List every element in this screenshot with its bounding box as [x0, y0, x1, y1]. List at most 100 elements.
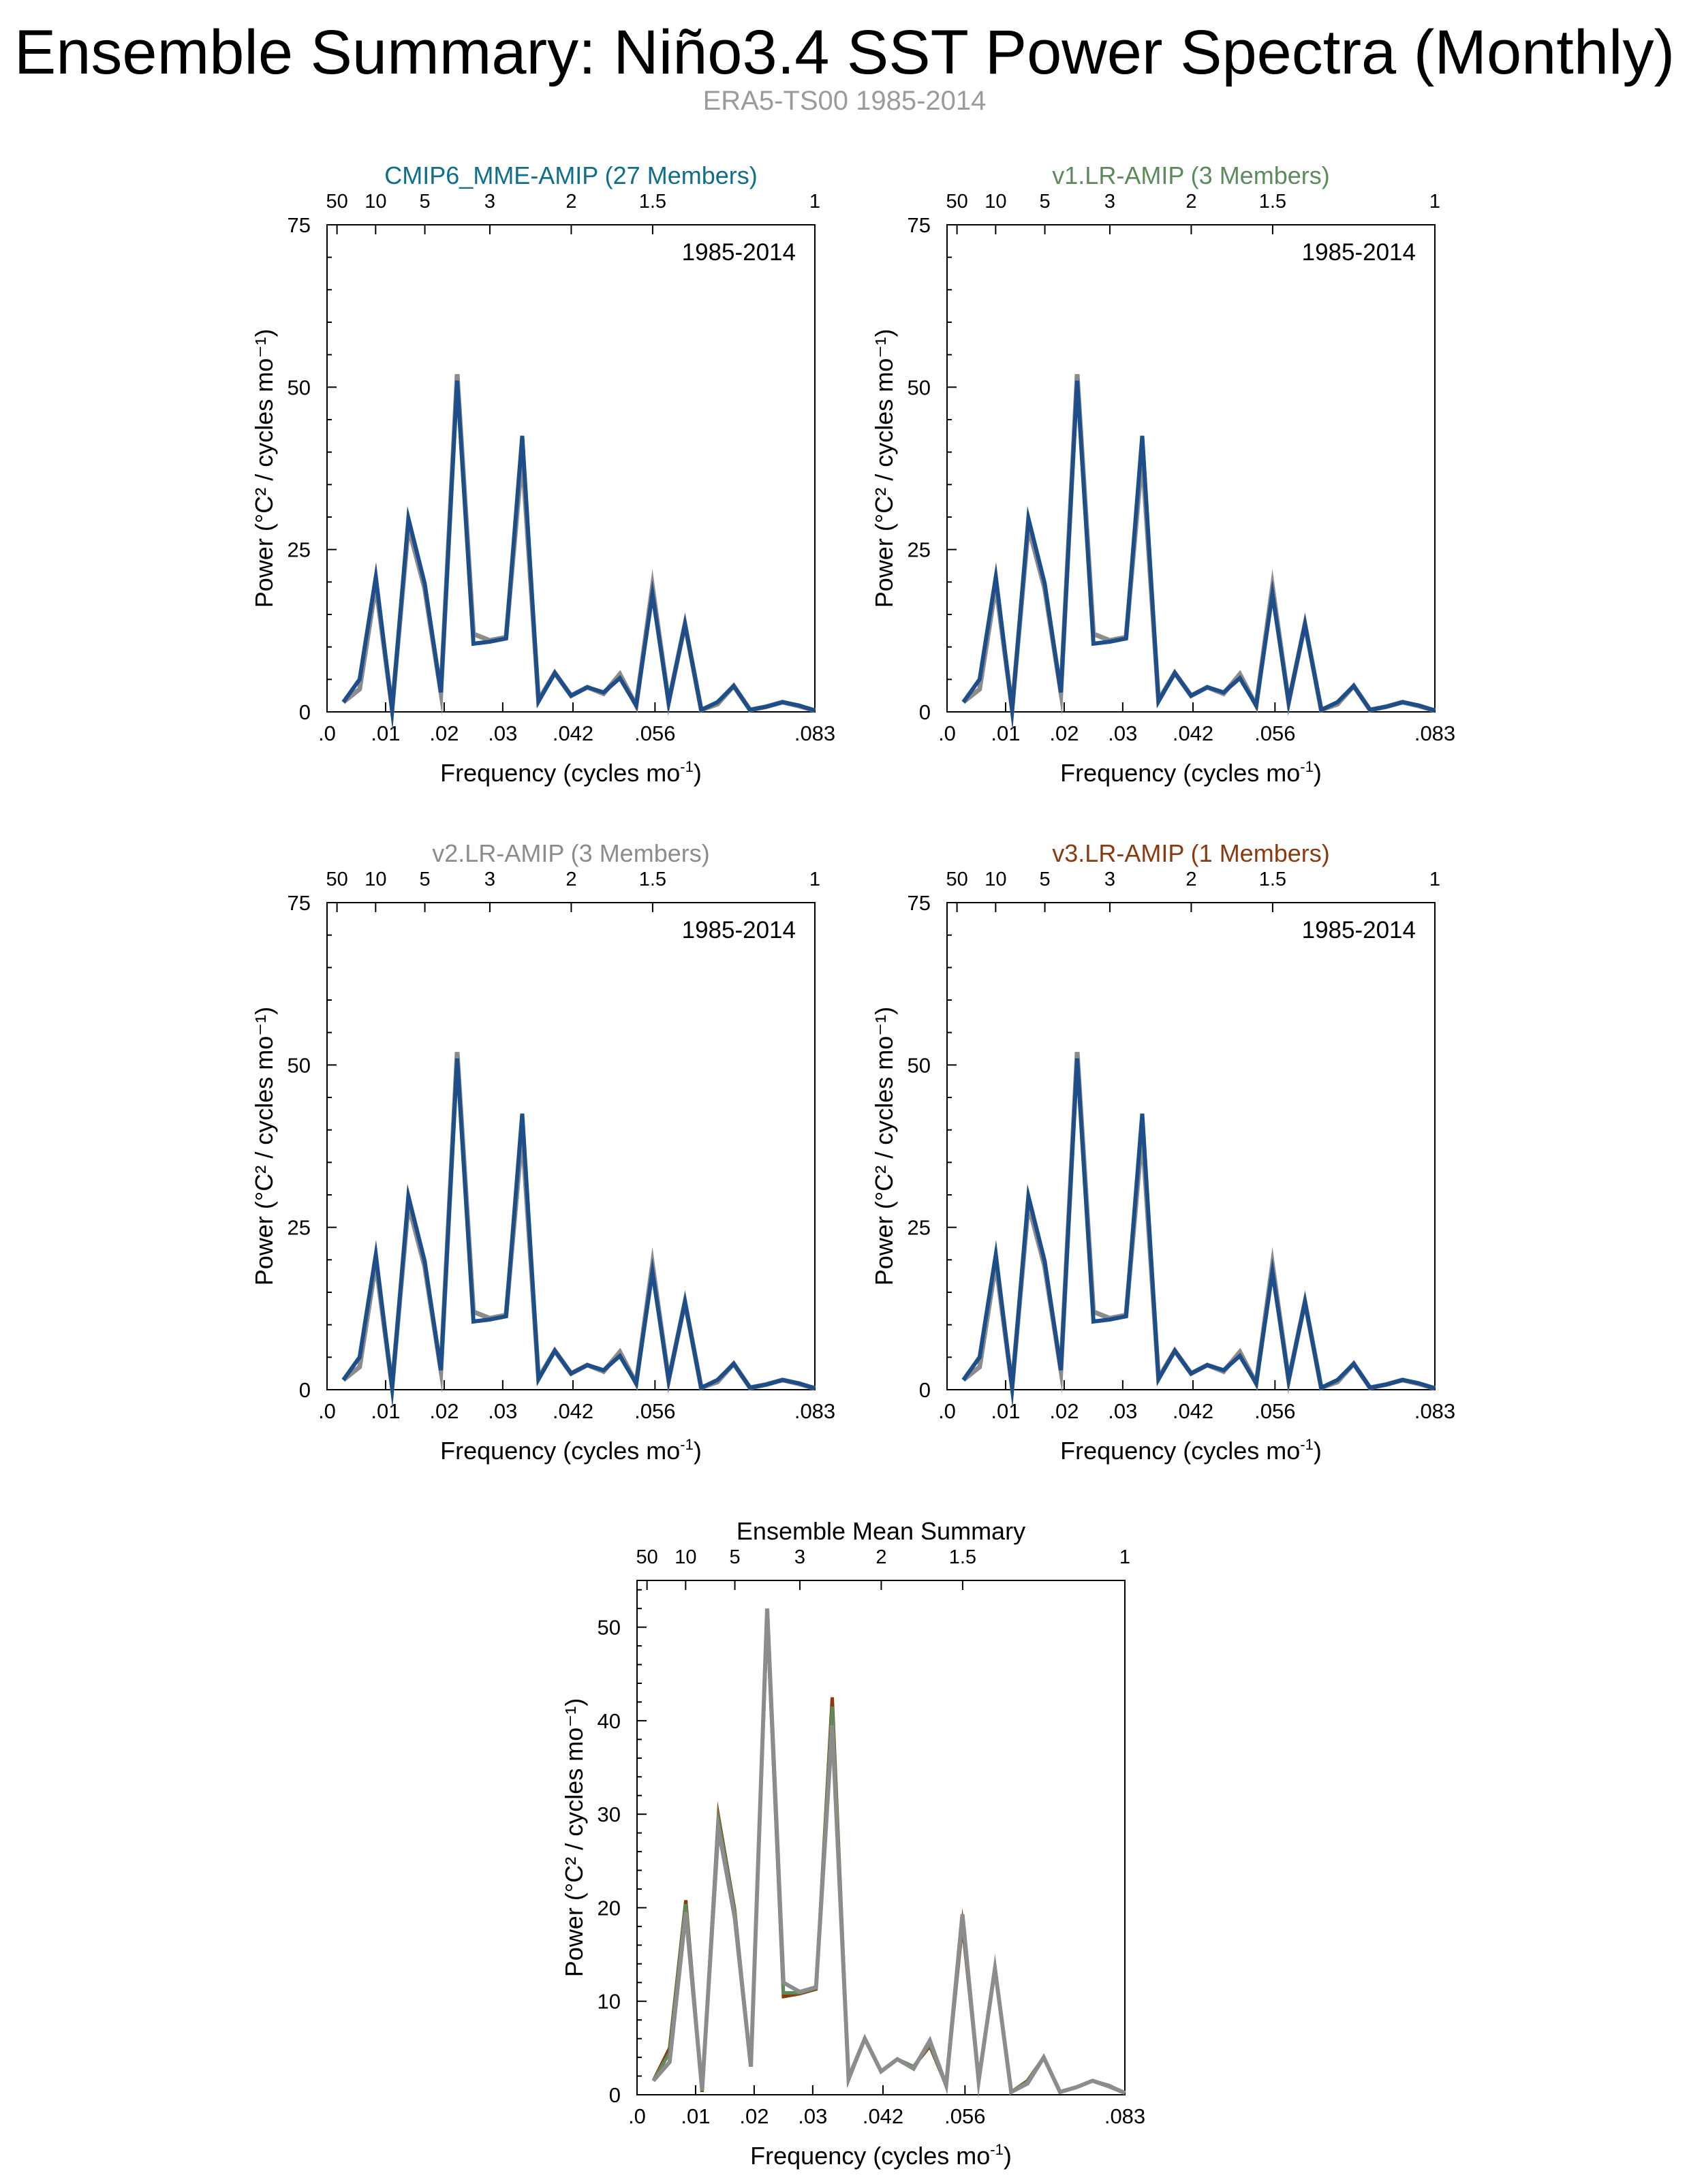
x-tick-label: .02: [739, 2104, 769, 2128]
y-tick-label: 20: [598, 1896, 621, 1920]
x-tick-label: .056: [944, 2104, 985, 2128]
period-label: 1985-2014: [682, 917, 796, 943]
y-axis-label: Power (°C² / cycles mo⁻¹): [870, 329, 898, 608]
y-tick-label: 75: [288, 891, 311, 915]
y-tick-label: 30: [598, 1803, 621, 1826]
main-subtitle: ERA5-TS00 1985-2014: [702, 86, 987, 116]
top-tick-label: 3: [794, 1546, 805, 1568]
plot-frame: [946, 224, 1436, 713]
plot-frame: [636, 1580, 1126, 2095]
top-tick-label: 2: [565, 869, 576, 890]
top-tick-label: 1: [1429, 869, 1440, 890]
y-tick-label: 25: [908, 1216, 931, 1240]
y-tick-label: 0: [609, 2083, 621, 2107]
top-tick-label: 10: [365, 869, 386, 890]
y-axis-label: Power (°C² / cycles mo⁻¹): [560, 1698, 588, 1977]
top-tick-label: 1: [1429, 191, 1440, 213]
y-tick-label: 50: [288, 1053, 311, 1077]
chart-title: v2.LR-AMIP (3 Members): [432, 839, 709, 867]
y-tick-label: 75: [908, 213, 931, 237]
top-tick-label: 1: [809, 191, 820, 213]
series-line-model: [341, 380, 816, 730]
x-tick-label: .01: [371, 721, 400, 745]
chart-cmip6-mme-amip: CMIP6_MME-AMIP (27 Members)50 10 5 3 2 1.5 102…: [250, 161, 835, 787]
x-tick-label: .01: [991, 1399, 1020, 1423]
top-tick-label: 50: [636, 1546, 657, 1568]
x-tick-label: .03: [1108, 721, 1137, 745]
y-axis-label: Power (°C² / cycles mo⁻¹): [250, 329, 278, 608]
period-label: 1985-2014: [1302, 239, 1416, 266]
x-tick-label: .03: [798, 2104, 827, 2128]
y-tick-label: 25: [908, 538, 931, 562]
y-tick-label: 25: [288, 538, 311, 562]
x-tick-label: .01: [371, 1399, 400, 1423]
y-tick-label: 0: [919, 700, 931, 724]
x-tick-label: .083: [794, 1399, 835, 1423]
y-tick-label: 75: [908, 891, 931, 915]
x-tick-label: .056: [1254, 1399, 1295, 1423]
series-line-era5-ts00: [651, 1608, 1126, 2098]
top-tick-label: 2: [1186, 191, 1196, 213]
chart-title: Ensemble Mean Summary: [737, 1517, 1025, 1545]
top-tick-label: 1.5: [1259, 191, 1286, 213]
plot-frame: [326, 902, 816, 1390]
top-tick-label: 50: [946, 191, 967, 213]
x-tick-label: .056: [1254, 721, 1295, 745]
chart-title: v1.LR-AMIP (3 Members): [1052, 161, 1329, 189]
x-axis-label: Frequency (cycles mo-1): [440, 758, 702, 787]
top-tick-label: 1.5: [949, 1546, 976, 1568]
top-tick-label: 10: [985, 191, 1006, 213]
chart-title: CMIP6_MME-AMIP (27 Members): [384, 161, 757, 189]
x-tick-label: .042: [863, 2104, 903, 2128]
top-tick-label: 3: [484, 869, 495, 890]
plot-frame: [946, 902, 1436, 1390]
top-tick-label: 5: [1039, 191, 1050, 213]
top-tick-label: 3: [1104, 191, 1115, 213]
y-tick-label: 50: [598, 1616, 621, 1640]
top-tick-label: 1.5: [639, 191, 666, 213]
top-tick-label: 3: [1104, 869, 1115, 890]
y-tick-label: 75: [288, 213, 311, 237]
series-line-model: [341, 1058, 816, 1408]
x-tick-label: .056: [634, 1399, 675, 1423]
x-tick-label: .02: [1049, 721, 1079, 745]
top-tick-label: 5: [419, 869, 430, 890]
top-tick-label: 1: [809, 869, 820, 890]
x-axis-label: Frequency (cycles mo-1): [1060, 758, 1322, 787]
x-tick-label: .083: [1104, 2104, 1145, 2128]
main-title: Ensemble Summary: Niño3.4 SST Power Spec…: [14, 18, 1675, 87]
period-label: 1985-2014: [682, 239, 796, 266]
plot-frame: [326, 224, 816, 713]
x-tick-label: .0: [318, 721, 336, 745]
x-tick-label: .042: [1173, 1399, 1213, 1423]
top-tick-label: 50: [946, 869, 967, 890]
top-tick-label: 1: [1119, 1546, 1130, 1568]
y-tick-label: 25: [288, 1216, 311, 1240]
top-tick-label: 2: [876, 1546, 886, 1568]
chart-v3-lr-amip: v3.LR-AMIP (1 Members)50 10 5 3 2 1.5 10255075…: [870, 839, 1455, 1465]
top-tick-label: 2: [1186, 869, 1196, 890]
y-tick-label: 50: [908, 375, 931, 399]
top-tick-label: 1.5: [639, 869, 666, 890]
series-line-model: [961, 380, 1436, 730]
x-tick-label: .02: [429, 721, 459, 745]
x-tick-label: .083: [1414, 1399, 1455, 1423]
top-tick-label: 10: [365, 191, 386, 213]
y-axis-label: Power (°C² / cycles mo⁻¹): [250, 1007, 278, 1285]
y-tick-label: 40: [598, 1709, 621, 1733]
top-tick-label: 10: [675, 1546, 696, 1568]
x-tick-label: .083: [1414, 721, 1455, 745]
top-tick-label: 10: [985, 869, 1006, 890]
top-tick-label: 5: [419, 191, 430, 213]
x-tick-label: .056: [634, 721, 675, 745]
x-tick-label: .02: [1049, 1399, 1079, 1423]
x-axis-label: Frequency (cycles mo-1): [440, 1436, 702, 1465]
x-tick-label: .03: [488, 721, 517, 745]
x-tick-label: .083: [794, 721, 835, 745]
chart-v1-lr-amip: v1.LR-AMIP (3 Members)50 10 5 3 2 1.5 10255075…: [870, 161, 1455, 787]
top-tick-label: 1.5: [1259, 869, 1286, 890]
x-tick-label: .0: [628, 2104, 646, 2128]
chart-title: v3.LR-AMIP (1 Members): [1052, 839, 1329, 867]
x-tick-label: .0: [318, 1399, 336, 1423]
